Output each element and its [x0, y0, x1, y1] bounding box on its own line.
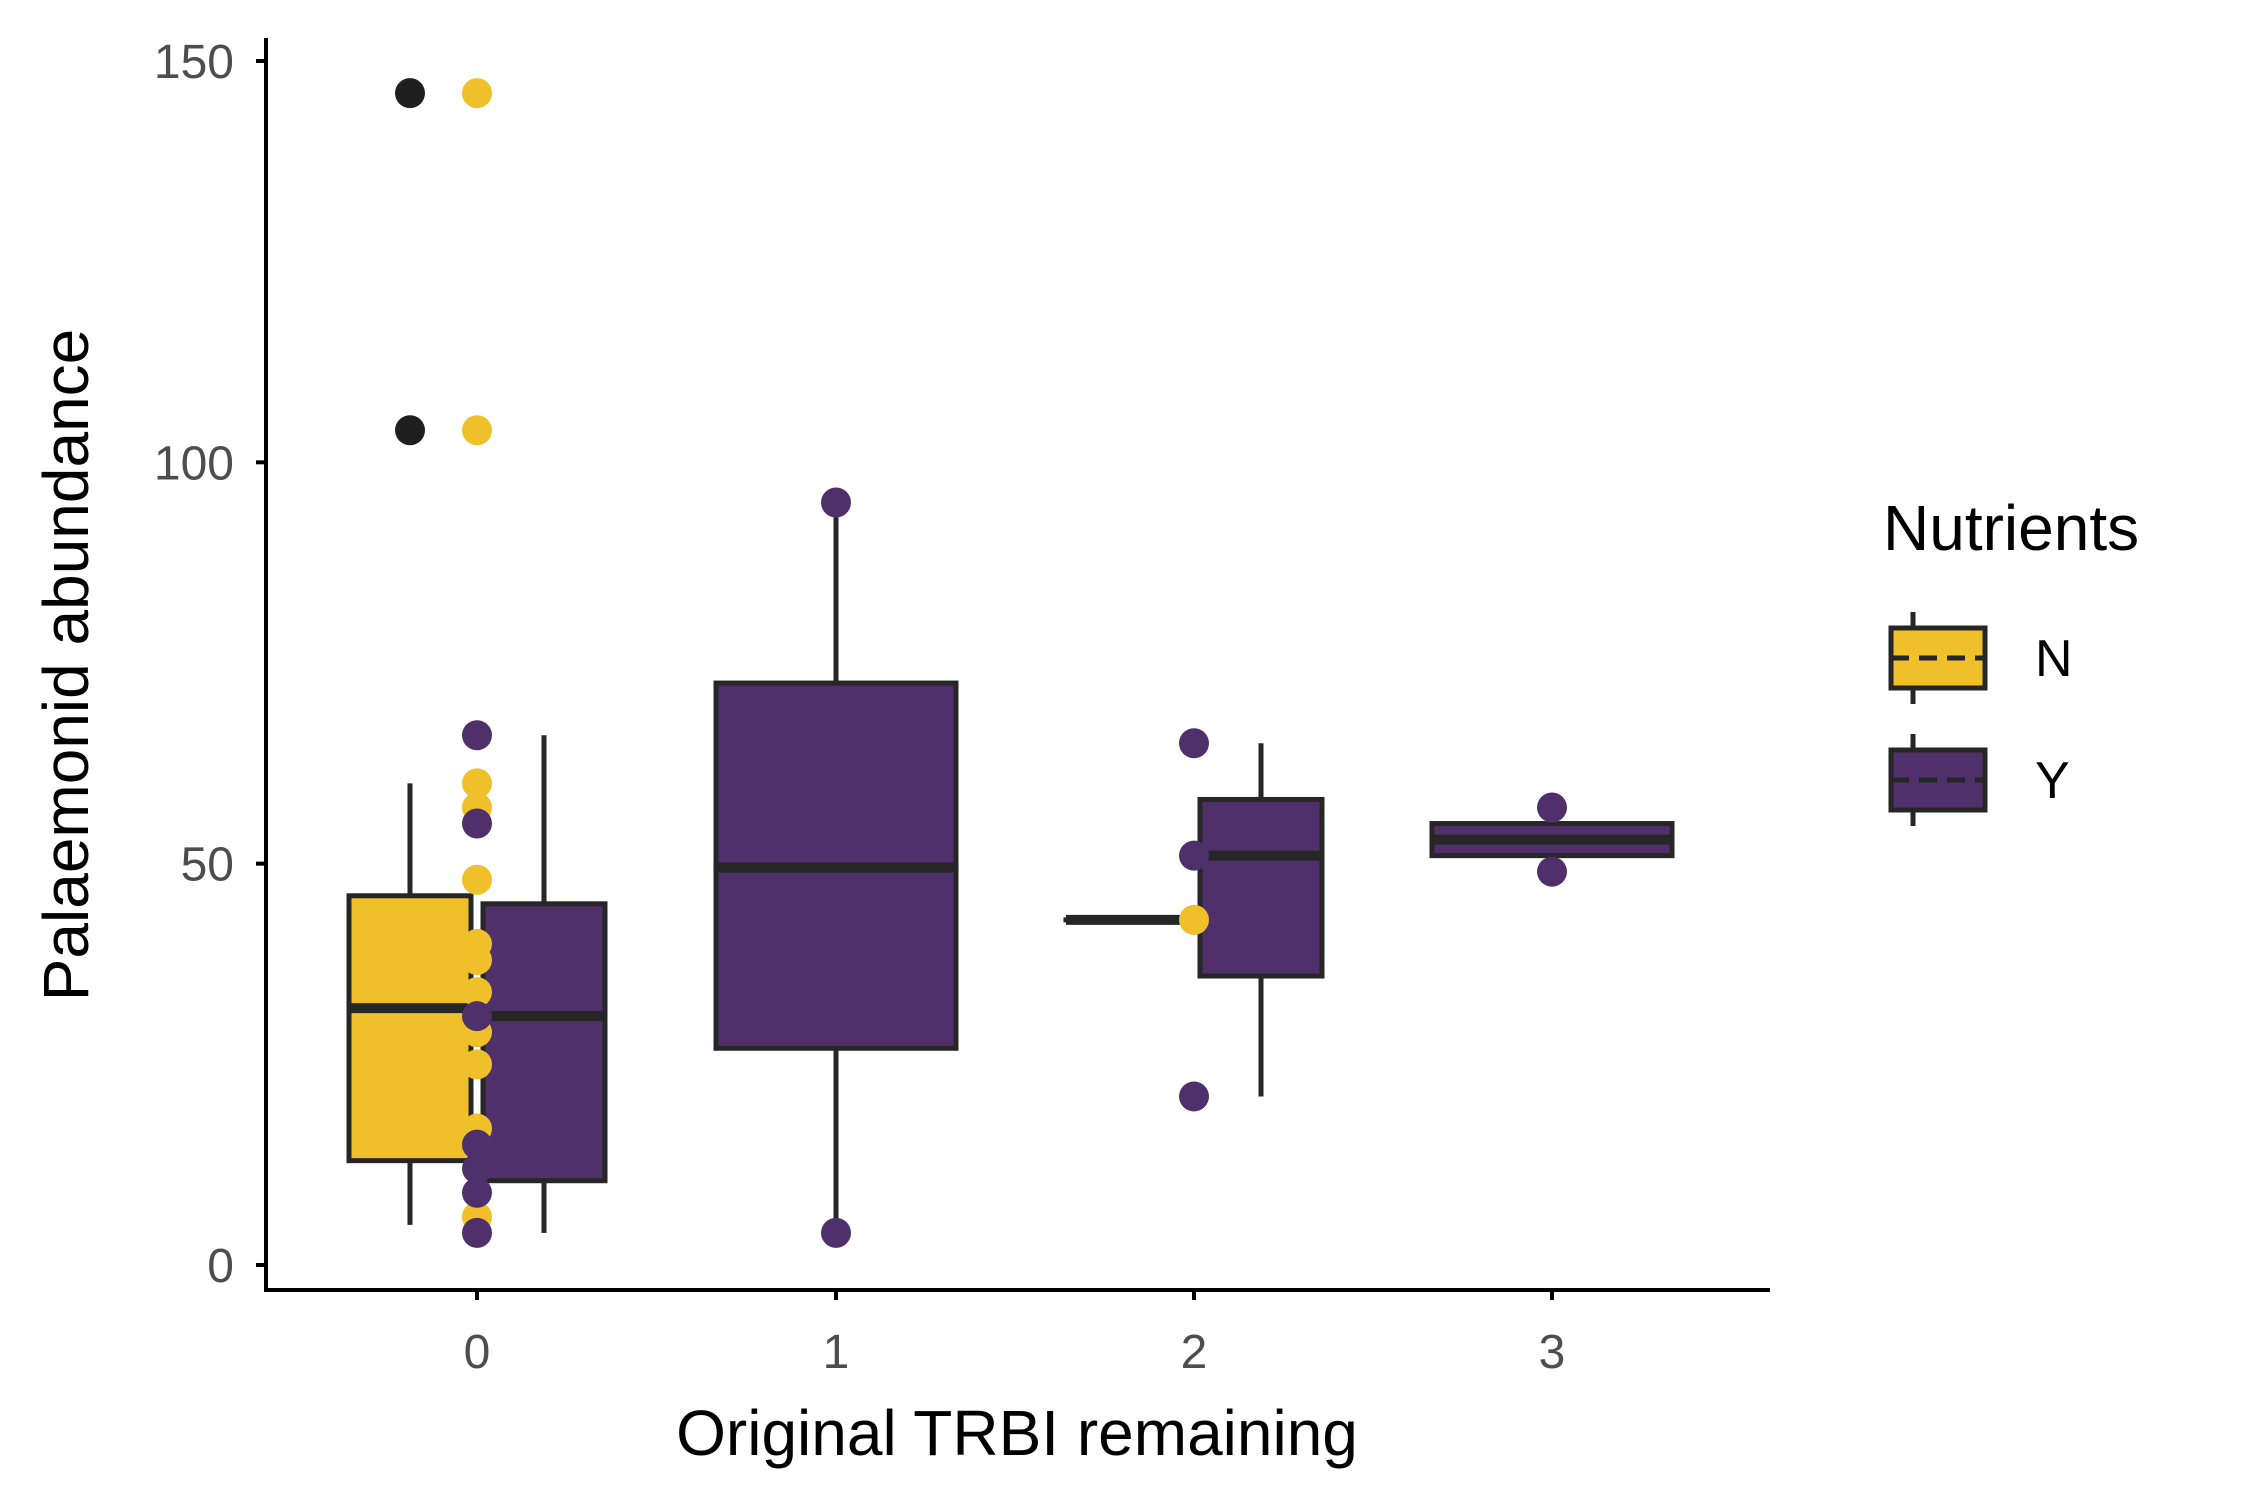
- data-point-Y: [1537, 792, 1567, 823]
- box-body: [480, 901, 608, 1184]
- data-point-N: [1179, 904, 1209, 935]
- x-tick-label: 0: [464, 1326, 491, 1379]
- y-tick-label: 50: [181, 839, 234, 892]
- data-point-Y: [462, 1001, 492, 1032]
- y-tick-label: 150: [154, 36, 234, 89]
- box-2-Y: [1197, 743, 1325, 1097]
- legend-label: N: [2035, 630, 2073, 688]
- x-tick-label: 3: [1539, 1326, 1566, 1379]
- data-point-Y: [462, 808, 492, 839]
- y-axis-title: Palaemonid abundance: [30, 329, 102, 1002]
- x-tick-label: 1: [823, 1326, 850, 1379]
- data-point-Y: [462, 1129, 492, 1160]
- data-point-Y: [821, 487, 851, 518]
- box-0-N: [346, 78, 474, 1225]
- y-tick-label: 0: [207, 1240, 234, 1293]
- axes-layer: [264, 38, 1770, 1292]
- outlier-point: [395, 78, 425, 109]
- points-layer: [462, 78, 1567, 1248]
- data-point-N: [462, 864, 492, 895]
- data-point-Y: [462, 1217, 492, 1248]
- data-point-N: [462, 944, 492, 975]
- outlier-point: [395, 415, 425, 446]
- data-point-Y: [1179, 1081, 1209, 1112]
- x-tick-label: 2: [1181, 1326, 1208, 1379]
- box-3-Y: [1429, 821, 1675, 859]
- box-body: [1197, 796, 1325, 979]
- legend-key-N: N: [1888, 612, 2073, 704]
- data-point-Y: [462, 1177, 492, 1208]
- data-point-Y: [821, 1217, 851, 1248]
- x-ticks: 0 1 2 3: [464, 1290, 1566, 1379]
- data-point-N: [462, 768, 492, 799]
- data-point-Y: [1537, 856, 1567, 887]
- data-point-N: [462, 1049, 492, 1080]
- data-point-N: [462, 415, 492, 446]
- legend-label: Y: [2035, 752, 2070, 810]
- legend-title: Nutrients: [1883, 492, 2139, 564]
- box-body: [346, 893, 474, 1164]
- box-0-Y: [480, 735, 608, 1233]
- data-point-N: [462, 78, 492, 109]
- data-point-Y: [462, 1153, 492, 1184]
- box-1-Y: [713, 502, 959, 1233]
- data-point-N: [462, 977, 492, 1008]
- legend: Nutrients NY: [1883, 492, 2139, 826]
- boxes-layer: [346, 78, 1675, 1233]
- legend-key-Y: Y: [1888, 734, 2070, 826]
- y-ticks: 0 50 100 150: [154, 36, 266, 1293]
- x-axis-title: Original TRBI remaining: [676, 1397, 1358, 1469]
- y-tick-label: 100: [154, 437, 234, 490]
- legend-keys: NY: [1888, 612, 2073, 826]
- data-point-Y: [1179, 728, 1209, 759]
- data-point-Y: [462, 720, 492, 751]
- data-point-Y: [1179, 840, 1209, 871]
